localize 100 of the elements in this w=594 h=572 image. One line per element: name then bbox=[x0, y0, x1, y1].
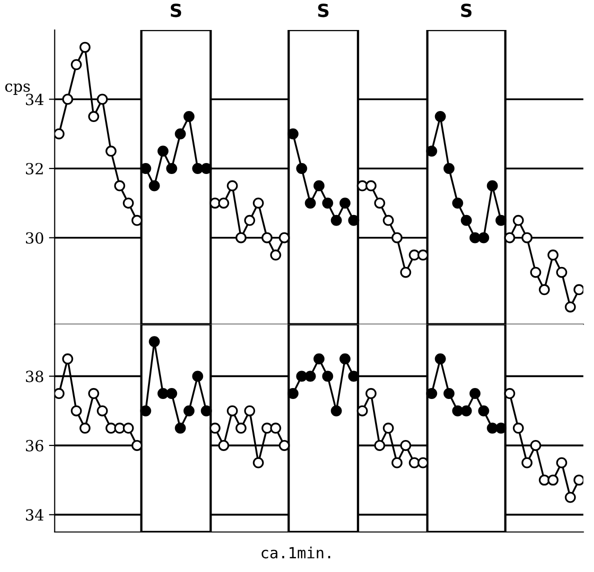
point bbox=[278, 232, 290, 244]
point bbox=[444, 388, 454, 400]
point bbox=[184, 111, 194, 122]
point bbox=[426, 146, 438, 157]
point bbox=[522, 232, 532, 244]
point bbox=[374, 198, 386, 209]
point bbox=[356, 180, 368, 192]
point bbox=[140, 162, 152, 174]
point bbox=[504, 232, 516, 244]
point bbox=[270, 250, 282, 261]
point bbox=[330, 405, 342, 416]
point bbox=[392, 457, 402, 468]
point bbox=[166, 388, 178, 400]
text: S bbox=[461, 4, 472, 18]
point bbox=[340, 353, 350, 364]
point bbox=[314, 353, 324, 364]
point bbox=[80, 42, 90, 53]
y-tick-label: 32 bbox=[26, 162, 43, 175]
point bbox=[114, 422, 126, 434]
point bbox=[158, 388, 168, 400]
point bbox=[400, 266, 412, 278]
point bbox=[304, 370, 316, 382]
point bbox=[366, 180, 376, 192]
text: S bbox=[318, 4, 329, 18]
point bbox=[114, 180, 126, 192]
point bbox=[382, 214, 394, 226]
point bbox=[218, 440, 230, 451]
point bbox=[200, 405, 212, 416]
point bbox=[478, 232, 490, 244]
point bbox=[184, 405, 194, 416]
point bbox=[296, 162, 308, 174]
y-tick-label: 30 bbox=[26, 232, 44, 244]
point bbox=[244, 214, 256, 226]
point bbox=[132, 214, 142, 226]
point bbox=[304, 198, 316, 209]
point bbox=[54, 388, 64, 400]
point bbox=[564, 301, 576, 312]
point bbox=[548, 250, 558, 261]
point bbox=[192, 370, 204, 382]
point bbox=[340, 198, 350, 209]
point bbox=[270, 422, 282, 434]
point bbox=[226, 180, 238, 192]
point bbox=[408, 457, 420, 468]
point bbox=[70, 59, 82, 70]
x-axis-title: ca.1min. bbox=[262, 546, 330, 558]
point bbox=[322, 198, 334, 209]
y-axis-title: cps bbox=[5, 84, 30, 95]
point bbox=[538, 474, 550, 486]
point bbox=[496, 422, 506, 434]
point bbox=[122, 422, 134, 434]
point bbox=[470, 232, 480, 244]
point bbox=[70, 405, 82, 416]
point bbox=[174, 128, 186, 140]
point bbox=[392, 232, 402, 244]
point bbox=[88, 111, 100, 122]
point bbox=[478, 405, 490, 416]
point bbox=[218, 198, 230, 209]
point bbox=[288, 128, 298, 140]
point bbox=[210, 422, 220, 434]
point bbox=[400, 440, 412, 451]
point bbox=[330, 214, 342, 226]
point bbox=[174, 422, 186, 434]
point bbox=[486, 180, 498, 192]
point bbox=[356, 405, 368, 416]
point bbox=[548, 474, 558, 486]
point bbox=[348, 214, 360, 226]
point bbox=[88, 388, 100, 400]
point bbox=[252, 198, 264, 209]
point bbox=[96, 405, 108, 416]
point bbox=[262, 232, 272, 244]
point bbox=[382, 422, 394, 434]
point bbox=[460, 214, 472, 226]
point bbox=[296, 370, 308, 382]
point bbox=[62, 94, 74, 105]
point bbox=[148, 336, 160, 348]
point bbox=[434, 353, 446, 364]
point bbox=[426, 388, 438, 400]
point bbox=[504, 388, 516, 400]
point bbox=[80, 422, 90, 434]
point bbox=[366, 388, 376, 400]
point bbox=[314, 180, 324, 192]
point bbox=[444, 162, 454, 174]
point bbox=[106, 422, 116, 434]
y-tick-label: 34 bbox=[26, 509, 44, 521]
point bbox=[418, 457, 428, 468]
point bbox=[418, 250, 428, 261]
point bbox=[236, 422, 246, 434]
point bbox=[556, 457, 568, 468]
point bbox=[106, 146, 116, 157]
point bbox=[200, 162, 212, 174]
point bbox=[434, 111, 446, 122]
point bbox=[530, 440, 542, 451]
point bbox=[278, 440, 290, 451]
point bbox=[132, 440, 142, 451]
y-tick-label: 38 bbox=[26, 370, 44, 382]
point bbox=[148, 180, 160, 192]
point bbox=[236, 232, 246, 244]
point bbox=[262, 422, 272, 434]
point bbox=[54, 128, 64, 140]
point bbox=[512, 214, 524, 226]
